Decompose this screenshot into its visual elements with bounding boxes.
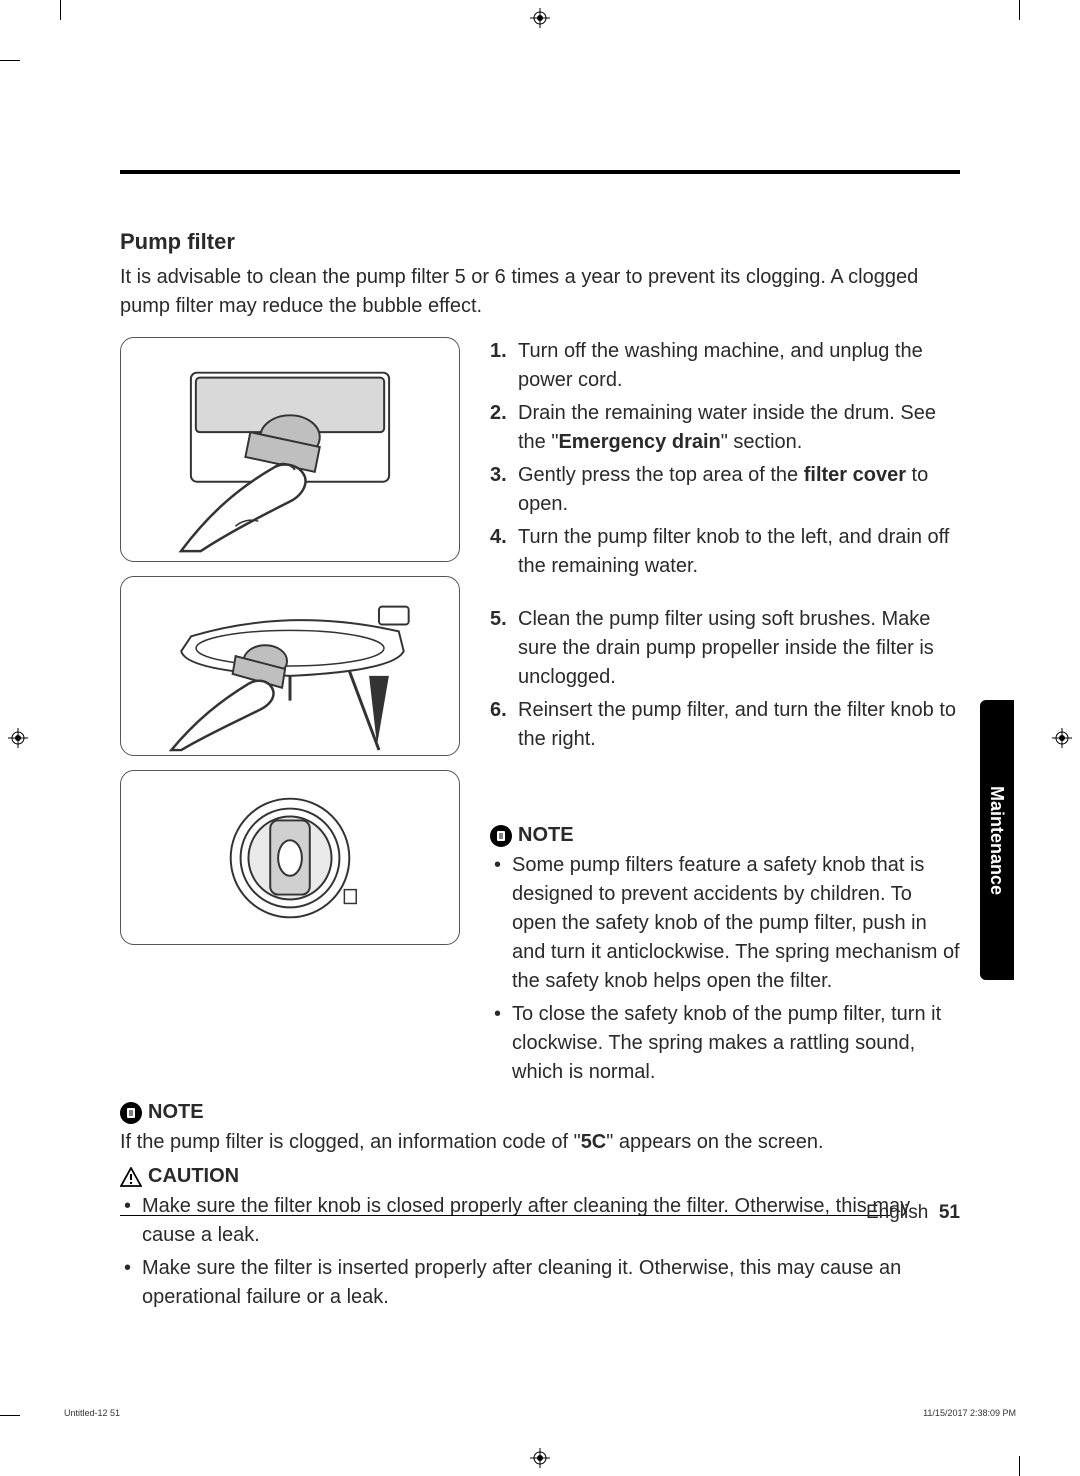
step-item: Reinsert the pump filter, and turn the f… [490,696,960,754]
illustration-3 [120,770,460,945]
note-icon [120,1102,142,1124]
caution-item: Make sure the filter knob is closed prop… [120,1192,960,1250]
title-rule [120,170,960,174]
intro-text: It is advisable to clean the pump filter… [120,263,960,321]
registration-mark-icon [1052,728,1072,748]
section-title: Pump filter [120,229,960,255]
section-tab: Maintenance [980,700,1014,980]
footer-rule [120,1215,890,1217]
note-item: Some pump filters feature a safety knob … [490,851,960,996]
print-meta-left: Untitled-12 51 [64,1408,120,1418]
note-item: To close the safety knob of the pump fil… [490,1000,960,1087]
footer-text: English 51 [866,1202,960,1224]
note-icon [490,825,512,847]
registration-mark-icon [530,8,550,28]
step-item: Drain the remaining water inside the dru… [490,399,960,457]
note-text: If the pump filter is clogged, an inform… [120,1128,960,1157]
note-list: Some pump filters feature a safety knob … [490,851,960,1087]
note-heading: NOTE [490,824,960,847]
step-item: Turn off the washing machine, and unplug… [490,337,960,395]
steps-list: Turn off the washing machine, and unplug… [490,337,960,754]
caution-icon [120,1167,142,1187]
registration-mark-icon [530,1448,550,1468]
print-meta-right: 11/15/2017 2:38:09 PM [923,1408,1016,1418]
caution-item: Make sure the filter is inserted properl… [120,1254,960,1312]
step-item: Clean the pump filter using soft brushes… [490,605,960,692]
illustration-2 [120,576,460,756]
caution-heading: CAUTION [120,1165,960,1188]
registration-mark-icon [8,728,28,748]
illustration-1 [120,337,460,562]
caution-list: Make sure the filter knob is closed prop… [120,1192,960,1312]
step-item: Turn the pump filter knob to the left, a… [490,523,960,581]
step-item: Gently press the top area of the filter … [490,461,960,519]
page-content: Pump filter It is advisable to clean the… [120,170,960,1316]
note-heading: NOTE [120,1101,960,1124]
